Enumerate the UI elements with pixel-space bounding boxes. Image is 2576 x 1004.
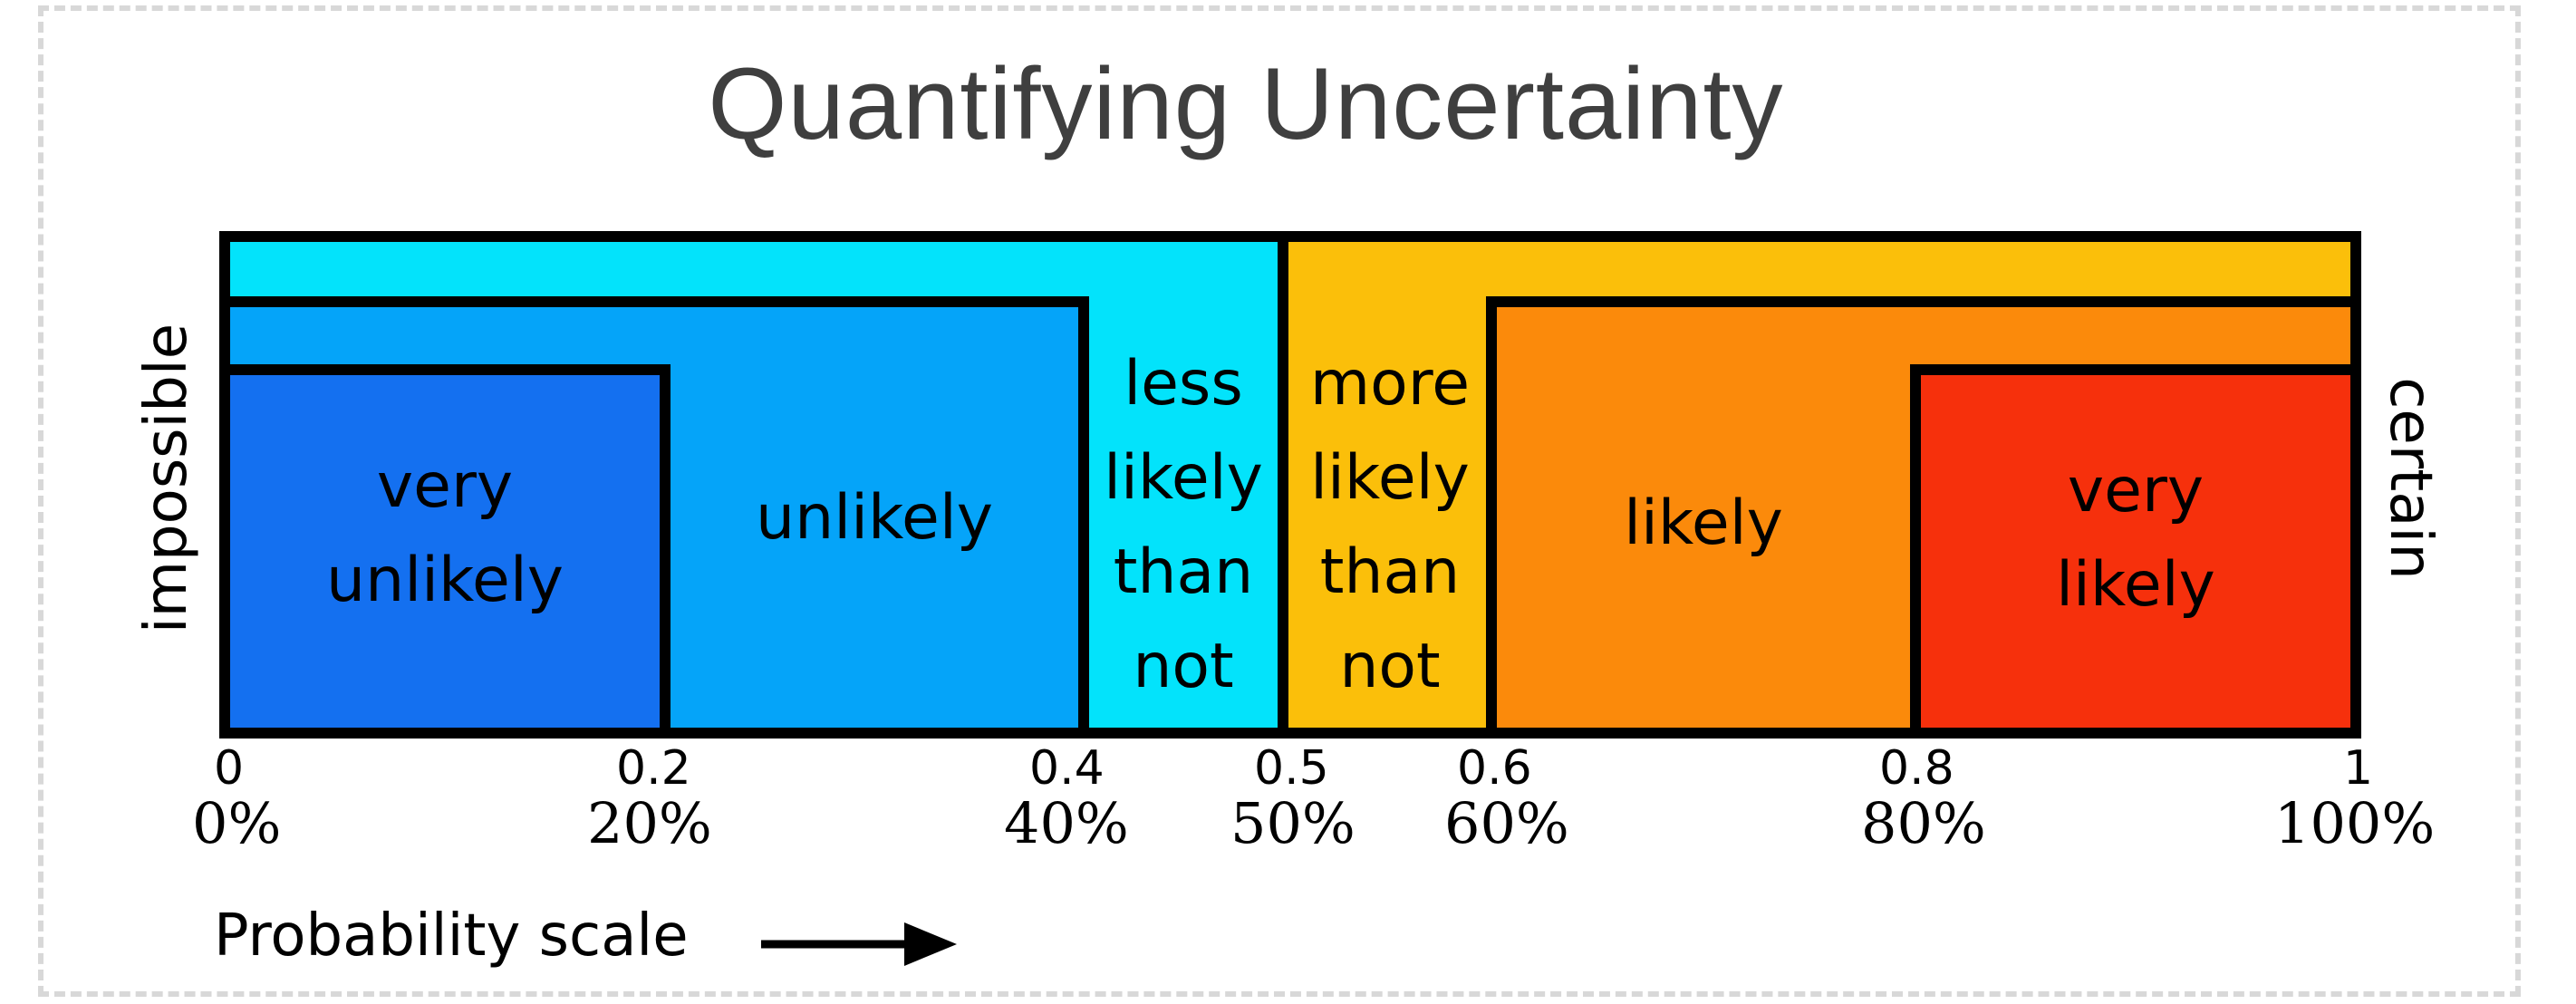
tick-value: 0.2: [616, 741, 691, 796]
right-arrow-icon: [761, 922, 957, 966]
tick-percent: 40%: [1004, 790, 1129, 856]
tick-60: 0.6 60%: [1444, 741, 1569, 856]
tick-percent: 50%: [1230, 790, 1356, 856]
label-unlikely: unlikely: [756, 482, 993, 554]
tick-50: 0.5 50%: [1230, 741, 1356, 856]
tick-value: 0: [214, 741, 245, 796]
label-likely: likely: [1624, 488, 1783, 559]
page-title: Quantifying Uncertainty: [708, 47, 1784, 160]
label-certain: certain: [2377, 377, 2444, 580]
tick-percent: 60%: [1444, 790, 1569, 856]
tick-value: 0.8: [1879, 741, 1954, 796]
band-very-unlikely: [219, 364, 671, 739]
tick-percent: 80%: [1861, 790, 1986, 856]
tick-0: 0 0%: [192, 741, 281, 856]
dashed-frame: [38, 5, 2521, 997]
band-very-likely: [1910, 364, 2361, 739]
label-less-likely-than-not: less likely than not: [1104, 348, 1263, 702]
tick-value: 0.6: [1457, 741, 1532, 796]
tick-100: 1 100%: [2274, 741, 2435, 856]
tick-20: 0.2 20%: [587, 741, 712, 856]
tick-80: 0.8 80%: [1861, 741, 1986, 856]
tick-value: 0.5: [1254, 741, 1329, 796]
label-more-likely-than-not: more likely than not: [1309, 348, 1471, 702]
label-very-unlikely: very unlikely: [326, 450, 564, 616]
axis-title: Probability scale: [214, 903, 689, 970]
tick-value: 1: [2343, 741, 2374, 796]
tick-percent: 20%: [587, 790, 712, 856]
tick-value: 0.4: [1029, 741, 1105, 796]
label-very-likely: very likely: [2056, 455, 2215, 621]
tick-percent: 0%: [192, 790, 282, 856]
tick-percent: 100%: [2274, 790, 2436, 856]
label-impossible: impossible: [133, 323, 200, 634]
tick-40: 0.4 40%: [1004, 741, 1129, 856]
